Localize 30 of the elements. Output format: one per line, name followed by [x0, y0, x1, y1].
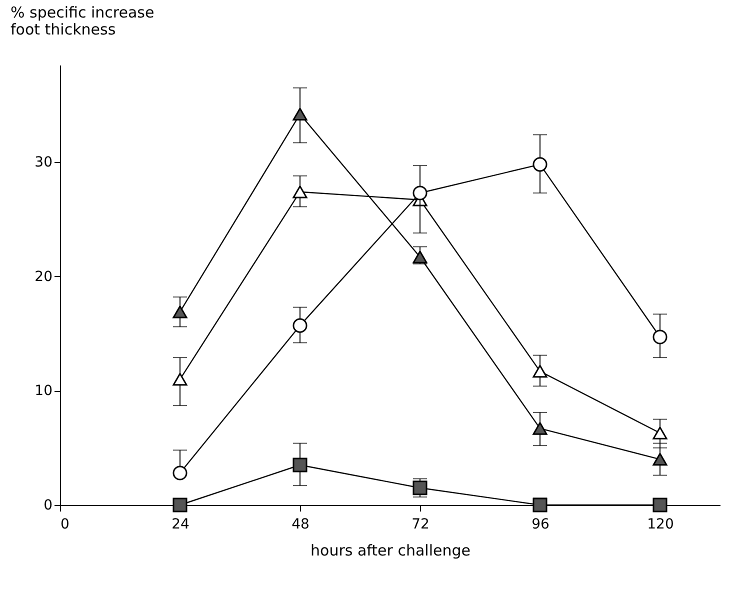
- point: [652, 426, 668, 440]
- y-tick-label: 10: [34, 383, 52, 400]
- point: [172, 305, 188, 318]
- point: [292, 458, 308, 472]
- point: [652, 498, 668, 512]
- point: [412, 250, 428, 264]
- y-axis-title: % specific increase foot thickness: [10, 4, 154, 38]
- point: [532, 422, 548, 435]
- x-tick-label: 24: [172, 516, 190, 532]
- point: [652, 452, 668, 466]
- point: [292, 108, 308, 121]
- y-tick-label: 30: [34, 154, 52, 171]
- x-axis-title: hours after challenge: [310, 542, 470, 560]
- point: [532, 498, 548, 512]
- point: [652, 330, 668, 344]
- point: [292, 318, 308, 333]
- x-tick-label: 120: [647, 516, 674, 532]
- x-tick-label: 72: [412, 516, 430, 532]
- x-tick-label: 48: [292, 516, 310, 532]
- point: [172, 498, 188, 512]
- point: [292, 185, 308, 198]
- x-tick-label: 0: [60, 516, 70, 532]
- point: [532, 364, 548, 378]
- y-tick-label: 0: [44, 498, 52, 514]
- point: [172, 466, 188, 480]
- point: [172, 372, 188, 386]
- y-tick-label: 20: [34, 268, 52, 285]
- point: [412, 186, 428, 200]
- x-tick-label: 96: [532, 516, 550, 532]
- point: [532, 157, 548, 172]
